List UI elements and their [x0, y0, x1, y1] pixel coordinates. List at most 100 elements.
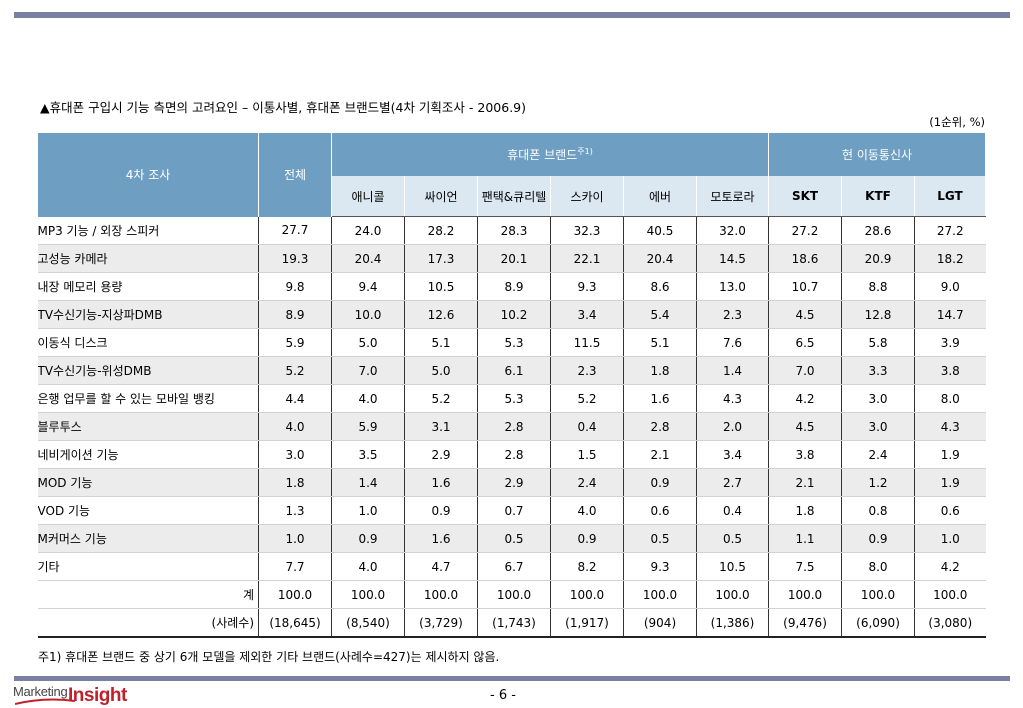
header-brand: 싸이언 [404, 176, 478, 217]
cell: 28.6 [841, 216, 915, 245]
cell: 100.0 [768, 580, 842, 609]
cell: 9.0 [914, 272, 986, 301]
cell: 22.1 [550, 244, 624, 273]
cell: 3.8 [768, 440, 842, 469]
cell: 19.3 [258, 244, 332, 273]
cell: 14.7 [914, 300, 986, 329]
table-row: 기타 7.7 4.0 4.7 6.7 8.2 9.3 10.5 7.5 8.0 4.2 [37, 552, 986, 581]
cell: 0.5 [695, 524, 769, 553]
total-row: 계 100.0 100.0 100.0 100.0 100.0 100.0 100.0 100.… [37, 580, 986, 609]
cell: 17.3 [404, 244, 478, 273]
bottom-rule [14, 676, 1010, 681]
cell: 100.0 [550, 580, 624, 609]
cell: 5.3 [477, 328, 551, 357]
cell: 5.2 [404, 384, 478, 413]
cell: (8,540) [331, 608, 405, 638]
cell: 6.1 [477, 356, 551, 385]
cell: 5.1 [623, 328, 697, 357]
cell: 5.8 [841, 328, 915, 357]
cell: 1.5 [550, 440, 624, 469]
cell: 2.9 [404, 440, 478, 469]
cell: 12.6 [404, 300, 478, 329]
cell: 27.2 [768, 216, 842, 245]
header-row-1: 4차 조사 전체 휴대폰 브랜드주1) 현 이동통신사 [37, 132, 987, 217]
cell: 100.0 [258, 580, 332, 609]
table-row: 고성능 카메라 19.3 20.4 17.3 20.1 22.1 20.4 14.5 18.6 2… [37, 244, 986, 273]
page-number: - 6 - [490, 688, 516, 703]
cell: 0.9 [550, 524, 624, 553]
cell: 5.4 [623, 300, 697, 329]
cell: 0.9 [841, 524, 915, 553]
cell: 1.8 [623, 356, 697, 385]
cell: 0.4 [695, 496, 769, 525]
cell: 1.3 [258, 496, 332, 525]
cell: 27.7 [258, 216, 332, 245]
table-row: 내장 메모리 용량 9.8 9.4 10.5 8.9 9.3 8.6 13.0 10.7 8.8 9… [37, 272, 986, 301]
cell: 24.0 [331, 216, 405, 245]
cell: 28.2 [404, 216, 478, 245]
cell: 4.3 [914, 412, 986, 441]
cell: 100.0 [841, 580, 915, 609]
row-label: 네비게이션 기능 [37, 440, 259, 469]
cell: 9.3 [623, 552, 697, 581]
cell: 8.0 [841, 552, 915, 581]
cell: 3.0 [841, 384, 915, 413]
cell: 1.8 [768, 496, 842, 525]
cell: 1.4 [695, 356, 769, 385]
cell: 4.0 [331, 384, 405, 413]
cell: 2.4 [841, 440, 915, 469]
row-label: 기타 [37, 552, 259, 581]
cell: 4.2 [768, 384, 842, 413]
cell: 1.0 [258, 524, 332, 553]
cell: (904) [623, 608, 697, 638]
cell: 2.1 [768, 468, 842, 497]
cell: 2.8 [477, 412, 551, 441]
cell: 13.0 [695, 272, 769, 301]
cell: 8.9 [477, 272, 551, 301]
cell: 3.9 [914, 328, 986, 357]
cell: 3.0 [841, 412, 915, 441]
cell: 18.6 [768, 244, 842, 273]
cell: 7.5 [768, 552, 842, 581]
brand-group-label: 휴대폰 브랜드 [507, 148, 578, 162]
logo-text-marketing: Marketing [13, 684, 68, 699]
header-brand: 모토로라 [695, 176, 770, 217]
cell: 1.0 [331, 496, 405, 525]
table-row: 은행 업무를 할 수 있는 모바일 뱅킹 4.4 4.0 5.2 5.3 5.2 1.6 4.… [37, 384, 986, 413]
cell: 1.6 [404, 468, 478, 497]
sample-size-row: (사례수) (18,645) (8,540) (3,729) (1,743) (1,917… [37, 608, 986, 638]
cell: 3.3 [841, 356, 915, 385]
header-carrier: KTF [841, 176, 916, 217]
cell: 4.0 [331, 552, 405, 581]
cell: 5.2 [550, 384, 624, 413]
table-row: 이동식 디스크 5.9 5.0 5.1 5.3 11.5 5.1 7.6 6.5 5.8 3.9 [37, 328, 986, 357]
cell: 0.9 [404, 496, 478, 525]
cell: 0.9 [623, 468, 697, 497]
cell: 5.2 [258, 356, 332, 385]
cell: 5.9 [258, 328, 332, 357]
footnote: 주1) 휴대폰 브랜드 중 상기 6개 모델을 제외한 기타 브랜드(사례수=4… [38, 650, 500, 664]
header-survey: 4차 조사 [37, 132, 259, 217]
header-brand: 스카이 [550, 176, 624, 217]
cell: 3.1 [404, 412, 478, 441]
header-brand: 애니콜 [331, 176, 405, 217]
cell: 3.4 [550, 300, 624, 329]
cell: 14.5 [695, 244, 769, 273]
cell: 18.2 [914, 244, 986, 273]
cell: 1.8 [258, 468, 332, 497]
cell: 3.8 [914, 356, 986, 385]
cell: 20.4 [623, 244, 697, 273]
table-row: 네비게이션 기능 3.0 3.5 2.9 2.8 1.5 2.1 3.4 3.8 2.4 1.9 [37, 440, 986, 469]
total-label: 계 [37, 580, 259, 609]
cell: 9.3 [550, 272, 624, 301]
cell: 10.2 [477, 300, 551, 329]
cell: 20.4 [331, 244, 405, 273]
cell: (1,386) [695, 608, 769, 638]
cell: 10.5 [695, 552, 769, 581]
table-row: 블루투스 4.0 5.9 3.1 2.8 0.4 2.8 2.0 4.5 3.0 4.3 [37, 412, 986, 441]
cell: 0.5 [477, 524, 551, 553]
row-label: 고성능 카메라 [37, 244, 259, 273]
cell: 5.0 [331, 328, 405, 357]
header-row-2: 애니콜 싸이언 팬택&큐리텔 스카이 에버 모토로라 SKT KTF LGT [38, 176, 987, 217]
cell: 0.8 [841, 496, 915, 525]
